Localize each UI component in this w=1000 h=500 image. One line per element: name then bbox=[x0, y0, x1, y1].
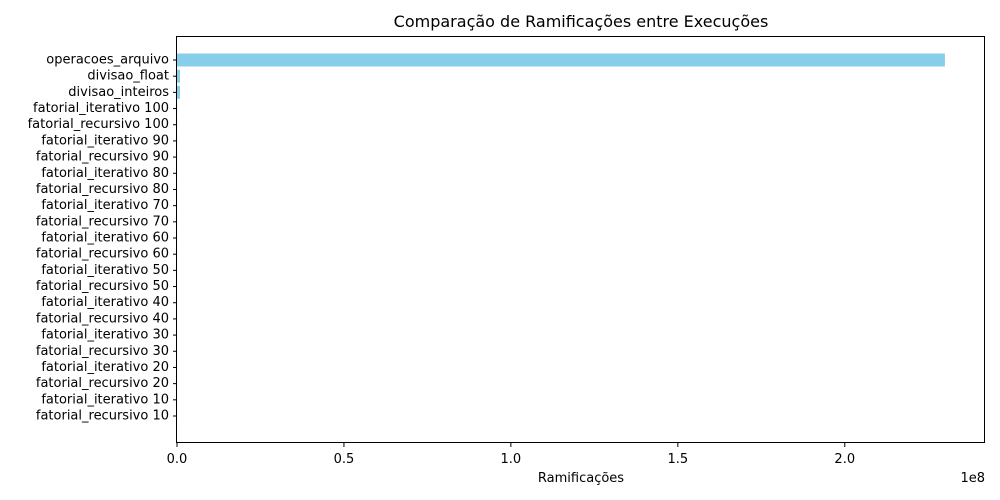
y-tick-label-10: fatorial_recursivo 70 bbox=[36, 214, 169, 229]
y-tick-label-20: fatorial_recursivo 20 bbox=[36, 376, 169, 391]
y-tick-label-14: fatorial_recursivo 50 bbox=[36, 279, 169, 294]
y-axis-ticks: operacoes_arquivodivisao_floatdivisao_in… bbox=[28, 53, 177, 424]
y-tick-label-21: fatorial_iterativo 10 bbox=[41, 392, 169, 407]
x-tick-label-4: 2.0 bbox=[834, 452, 855, 467]
x-tick-label-1: 0.5 bbox=[334, 452, 355, 467]
x-axis-label: Ramificações bbox=[538, 471, 624, 486]
y-tick-label-6: fatorial_recursivo 90 bbox=[36, 150, 169, 165]
y-tick-label-9: fatorial_iterativo 70 bbox=[41, 198, 169, 213]
y-tick-label-1: divisao_float bbox=[87, 69, 169, 84]
x-axis-offset-label: 1e8 bbox=[960, 471, 985, 486]
y-tick-label-2: divisao_inteiros bbox=[68, 85, 169, 100]
y-tick-label-12: fatorial_recursivo 60 bbox=[36, 247, 169, 262]
bar-1 bbox=[177, 69, 181, 83]
y-tick-label-18: fatorial_recursivo 30 bbox=[36, 344, 169, 359]
bars-group bbox=[177, 53, 945, 423]
bar-2 bbox=[177, 85, 181, 99]
y-tick-label-11: fatorial_iterativo 60 bbox=[41, 231, 169, 246]
x-tick-label-0: 0.0 bbox=[167, 452, 188, 467]
bar-0 bbox=[177, 53, 945, 67]
y-tick-label-15: fatorial_iterativo 40 bbox=[41, 295, 169, 310]
x-tick-label-3: 1.5 bbox=[667, 452, 688, 467]
y-tick-label-4: fatorial_recursivo 100 bbox=[28, 117, 169, 132]
y-tick-label-8: fatorial_recursivo 80 bbox=[36, 182, 169, 197]
y-tick-label-7: fatorial_iterativo 80 bbox=[41, 166, 169, 181]
y-tick-label-22: fatorial_recursivo 10 bbox=[36, 409, 169, 424]
y-tick-label-17: fatorial_iterativo 30 bbox=[41, 328, 169, 343]
x-axis-ticks: 0.0 0.5 1.0 1.5 2.0 bbox=[167, 443, 855, 467]
x-tick-label-2: 1.0 bbox=[501, 452, 522, 467]
y-tick-label-3: fatorial_iterativo 100 bbox=[33, 101, 169, 116]
y-tick-label-0: operacoes_arquivo bbox=[46, 53, 169, 68]
y-tick-label-5: fatorial_iterativo 90 bbox=[41, 133, 169, 148]
chart-title: Comparação de Ramificações entre Execuçõ… bbox=[394, 12, 769, 31]
y-tick-label-19: fatorial_iterativo 20 bbox=[41, 360, 169, 375]
y-tick-label-16: fatorial_recursivo 40 bbox=[36, 311, 169, 326]
plot-frame bbox=[176, 36, 985, 443]
y-tick-label-13: fatorial_iterativo 50 bbox=[41, 263, 169, 278]
